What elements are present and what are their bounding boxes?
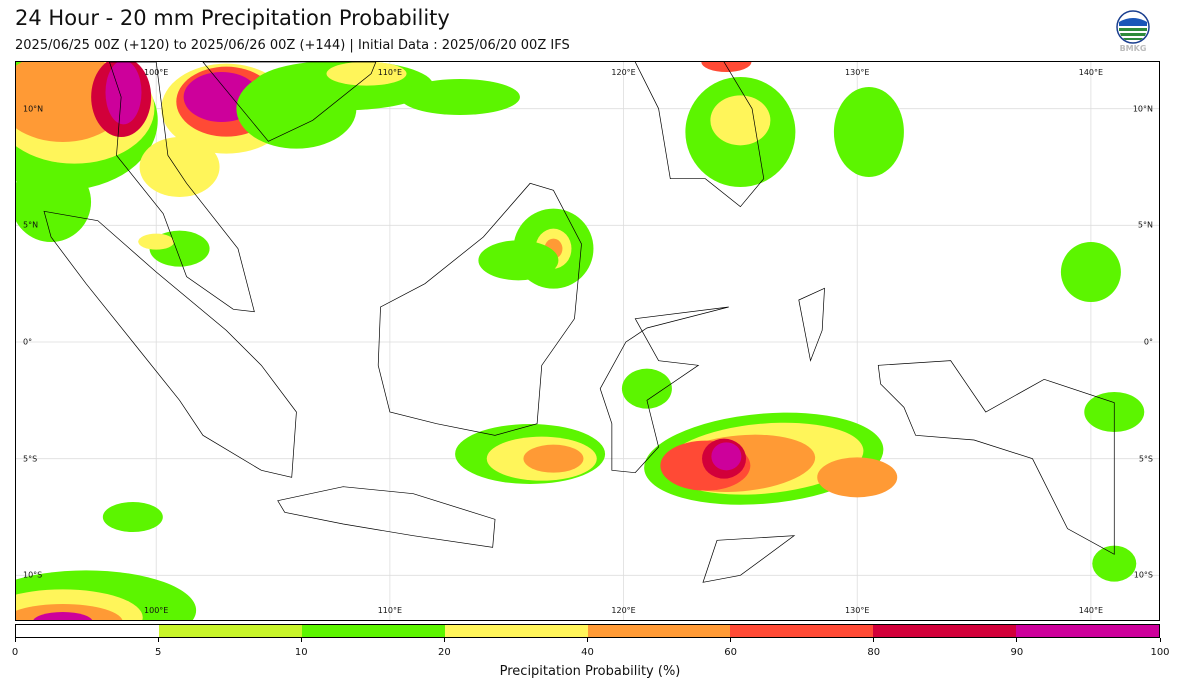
map-title: 24 Hour - 20 mm Precipitation Probabilit… [15, 6, 450, 30]
lon-label-top: 100°E [144, 68, 169, 77]
precip-area [523, 444, 584, 473]
precip-area [711, 442, 742, 471]
papua-outline [877, 360, 1115, 555]
colorbar-tick-label: 100 [1150, 647, 1170, 658]
lon-label-top: 110°E [377, 68, 403, 77]
precip-area [105, 62, 142, 125]
sulawesi-outline [599, 306, 729, 474]
colorbar-label: Precipitation Probability (%) [499, 664, 681, 679]
precip-area [478, 240, 559, 281]
lat-label-right: 5°S [1138, 454, 1153, 464]
colorbar-tick-label: 10 [294, 647, 308, 658]
philippines-outline [634, 62, 765, 208]
colorbar-tick-mark [873, 638, 875, 642]
colorbar [15, 624, 1160, 638]
colorbar-segment [301, 625, 445, 637]
colorbar-tick-label: 20 [438, 647, 451, 658]
lon-label-top: 120°E [611, 68, 636, 77]
colorbar-tick-mark [587, 638, 588, 642]
lat-label-left: 10°N [23, 104, 44, 114]
colorbar-tick-mark [443, 638, 445, 642]
map-subtitle: 2025/06/25 00Z (+120) to 2025/06/26 00Z … [15, 38, 570, 53]
halmahera-outline [798, 287, 825, 362]
lat-label-right: 10°S [1133, 570, 1153, 580]
colorbar-segment [587, 625, 731, 637]
colorbar-tick-mark [14, 638, 16, 642]
precip-area [1060, 242, 1121, 302]
colorbar-segment [444, 625, 588, 637]
precip-area [16, 162, 92, 242]
borneo-outline [377, 182, 582, 436]
colorbar-tick-label: 80 [867, 647, 881, 658]
lon-label-bottom: 130°E [845, 606, 870, 615]
land-outlines [43, 62, 1115, 583]
bmkg-logo-icon [1116, 10, 1150, 44]
colorbar-segment [16, 625, 159, 637]
lat-label-left: 5°N [23, 220, 39, 230]
colorbar-tick-label: 60 [724, 647, 737, 658]
lon-label-bottom: 140°E [1078, 606, 1104, 615]
precip-area [138, 233, 175, 250]
lon-label-bottom: 110°E [377, 606, 403, 615]
precip-area [701, 62, 752, 72]
java-outline [277, 486, 496, 548]
precip-area [326, 62, 407, 86]
lat-label-right: 5°N [1137, 220, 1153, 230]
malay-peninsula-outline [109, 62, 255, 313]
precipitation-map: 100°E 100°E 110°E 110°E 120°E 120°E 130°E 130°E… [15, 61, 1160, 621]
lat-label-left: 0° [23, 337, 33, 347]
colorbar-tick-label: 0 [11, 647, 19, 658]
logo-text: BMKG [1119, 44, 1147, 53]
colorbar-tick-mark [730, 638, 732, 642]
indochina-outline [202, 62, 377, 142]
colorbar-tick-label: 90 [1010, 647, 1024, 658]
lat-label-right: 0° [1143, 337, 1153, 347]
map-canvas [16, 62, 1159, 620]
precip-area [1092, 545, 1137, 582]
colorbar-segment [158, 625, 302, 637]
bmkg-logo: BMKG [1114, 10, 1152, 58]
colorbar-segment [873, 625, 1017, 637]
sumatra-outline [43, 210, 297, 478]
lat-label-left: 10°S [23, 570, 43, 580]
precip-area [833, 87, 904, 177]
colorbar-tick-mark [300, 638, 302, 642]
colorbar-tick-label: 40 [581, 647, 594, 658]
colorbar-tick-mark [1159, 638, 1161, 642]
timor-outline [702, 535, 796, 583]
lat-label-right: 10°N [1132, 104, 1153, 114]
precipitation-fields [16, 62, 1145, 620]
colorbar-tick-label: 5 [154, 647, 162, 658]
precip-area [102, 502, 163, 532]
colorbar-segment [1016, 625, 1159, 637]
precip-area [399, 79, 520, 115]
colorbar-segment [730, 625, 874, 637]
precip-area [817, 457, 898, 498]
precip-area [710, 95, 771, 146]
lon-label-bottom: 120°E [611, 606, 636, 615]
precip-area [621, 368, 672, 409]
precip-area [139, 137, 220, 197]
lon-label-bottom: 100°E [144, 606, 169, 615]
lon-label-top: 140°E [1078, 68, 1104, 77]
colorbar-tick-mark [157, 638, 159, 642]
lat-label-left: 5°S [23, 454, 38, 464]
precip-area [33, 612, 93, 620]
colorbar-tick-mark [1016, 638, 1018, 642]
lon-label-top: 130°E [845, 68, 870, 77]
